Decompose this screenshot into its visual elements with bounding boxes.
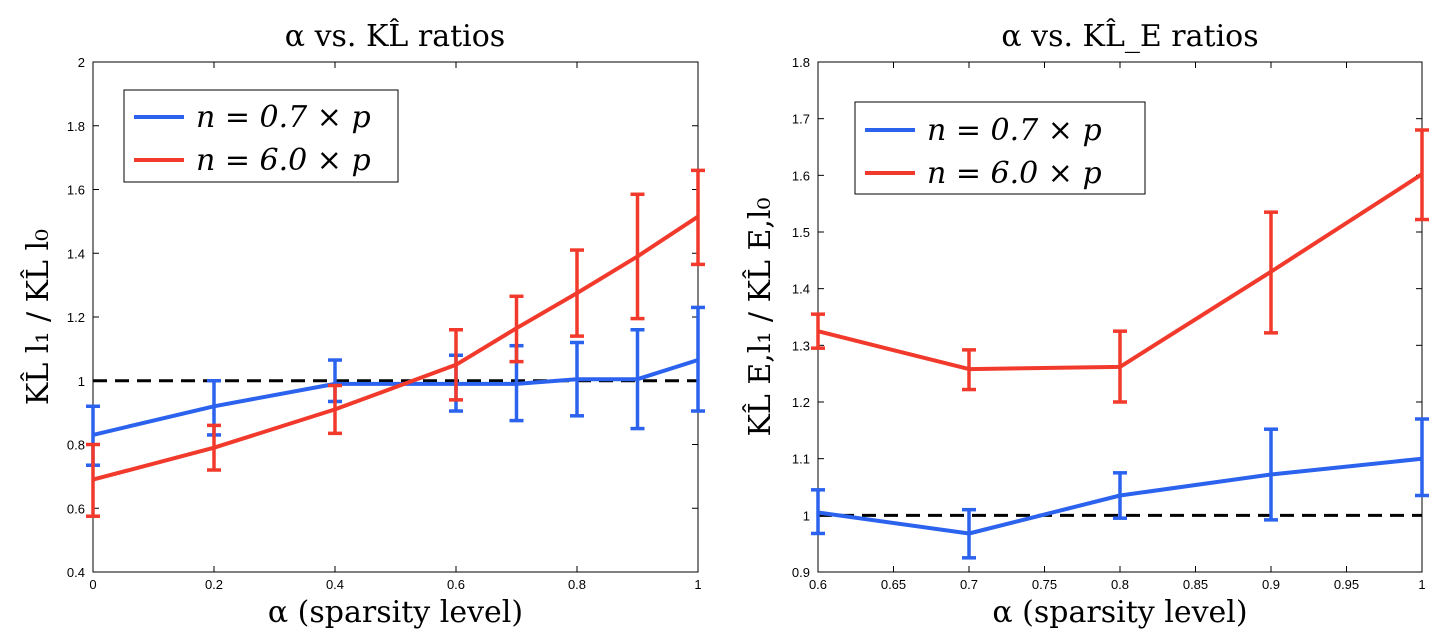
x-tick-label: 0.95 xyxy=(1334,577,1359,592)
x-tick-label: 0.6 xyxy=(447,577,465,592)
y-axis-label: KL̂ E,l₁ / KL̂ E,l₀ xyxy=(743,197,778,436)
x-tick-label: 0.75 xyxy=(1032,577,1057,592)
series-line-1 xyxy=(92,214,700,482)
y-tick-label: 1.5 xyxy=(792,225,810,240)
y-tick-label: 1 xyxy=(78,374,85,389)
y-tick-label: 1.2 xyxy=(792,395,810,410)
legend-label-1: n = 6.0 × p xyxy=(196,143,371,178)
right-chart-panel: 0.6 0.65 0.7 0.75 0.8 0.85 0.9 0.95 1 0.9 1 1.1 1.2 1… xyxy=(743,19,1429,630)
y-tick-label: 1.4 xyxy=(67,246,85,261)
x-tick-label: 1 xyxy=(1418,577,1425,592)
x-axis-label: α (sparsity level) xyxy=(992,595,1247,630)
y-tick-label: 2 xyxy=(78,55,85,70)
legend-box xyxy=(854,101,1146,195)
legend-label-1: n = 6.0 × p xyxy=(927,156,1102,191)
chart-title: α vs. KL̂ ratios xyxy=(285,19,505,54)
y-tick-label: 0.8 xyxy=(67,438,85,453)
legend-label-0: n = 0.7 × p xyxy=(196,100,371,135)
y-tick-label: 1.8 xyxy=(67,119,85,134)
y-tick-label: 1.8 xyxy=(792,55,810,70)
y-tick-label: 1.2 xyxy=(67,310,85,325)
x-tick-label: 0.85 xyxy=(1183,577,1208,592)
x-tick-label: 0.2 xyxy=(205,577,223,592)
x-tick-label: 0.8 xyxy=(568,577,586,592)
y-tick-label: 1.6 xyxy=(792,168,810,183)
x-tick-label: 0.8 xyxy=(1111,577,1129,592)
x-tick-label: 1 xyxy=(694,577,701,592)
y-tick-label: 0.4 xyxy=(67,565,85,580)
y-tick-label: 0.6 xyxy=(67,501,85,516)
y-tick-label: 0.9 xyxy=(792,565,810,580)
x-tick-label: 0.9 xyxy=(1262,577,1280,592)
chart-title: α vs. KL̂_E ratios xyxy=(1001,19,1258,54)
y-tick-label: 1.4 xyxy=(792,282,810,297)
y-tick-label: 1.6 xyxy=(67,183,85,198)
series-line-0 xyxy=(92,358,699,437)
legend-box xyxy=(123,89,399,183)
y-tick-label: 1 xyxy=(803,508,810,523)
x-tick-label: 0.4 xyxy=(326,577,344,592)
y-axis-label: KL̂ l₁ / KL̂ l₀ xyxy=(21,229,56,405)
x-tick-label: 0 xyxy=(89,577,96,592)
y-tick-label: 1.7 xyxy=(792,112,810,127)
y-tick-label: 1.1 xyxy=(792,452,810,467)
x-tick-label: 0.7 xyxy=(960,577,978,592)
x-tick-label: 0.65 xyxy=(881,577,906,592)
y-tick-label: 1.3 xyxy=(792,338,810,353)
x-tick-label: 0.6 xyxy=(809,577,827,592)
x-axis-label: α (sparsity level) xyxy=(268,595,523,630)
legend-label-0: n = 0.7 × p xyxy=(927,113,1102,148)
left-chart-panel: 0 0.2 0.4 0.6 0.8 1 0.4 0.6 0.8 1 1.2 1.4 1.6 1.8 2 α v… xyxy=(21,19,705,630)
